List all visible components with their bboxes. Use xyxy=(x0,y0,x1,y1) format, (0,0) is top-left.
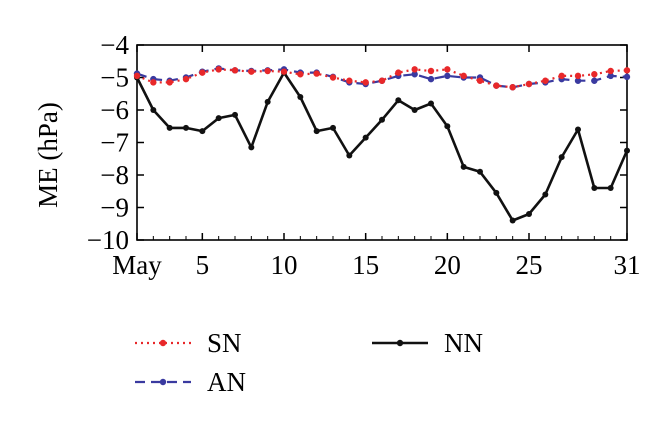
x-tick-label: 20 xyxy=(434,250,461,280)
y-tick-label: −6 xyxy=(100,95,129,125)
data-point-sn xyxy=(542,77,549,84)
data-point-sn xyxy=(427,67,435,75)
data-point-nn xyxy=(607,185,614,191)
data-point-nn xyxy=(575,126,581,133)
data-point-sn xyxy=(493,82,500,89)
y-axis-label: ME (hPa) xyxy=(33,102,63,208)
data-point-sn xyxy=(558,72,565,80)
series-line-nn xyxy=(135,71,629,222)
data-point-sn xyxy=(591,71,598,78)
data-point-an xyxy=(411,71,418,78)
data-point-sn xyxy=(264,67,271,75)
data-point-sn xyxy=(411,66,418,73)
data-point-nn xyxy=(460,163,467,170)
data-point-nn xyxy=(362,134,369,141)
data-point-nn xyxy=(346,152,353,159)
x-tick-label: 25 xyxy=(516,250,543,280)
data-point-sn xyxy=(623,67,631,74)
data-point-nn xyxy=(526,211,532,217)
data-point-nn xyxy=(428,100,434,107)
data-point-sn xyxy=(444,66,451,73)
data-point-sn xyxy=(509,84,516,91)
x-tick-label: 10 xyxy=(271,250,298,280)
data-point-nn xyxy=(591,185,598,191)
data-point-sn xyxy=(574,72,582,80)
data-point-an xyxy=(607,72,614,80)
x-tick-label: 15 xyxy=(352,250,379,280)
data-point-nn xyxy=(297,94,304,100)
data-point-nn xyxy=(493,189,500,196)
data-point-nn xyxy=(624,147,630,154)
data-point-sn xyxy=(280,68,288,75)
data-point-sn xyxy=(182,75,190,83)
data-point-sn xyxy=(248,68,255,75)
data-point-nn xyxy=(232,111,238,118)
x-tick-label: 5 xyxy=(196,250,210,280)
y-tick-label: −8 xyxy=(100,160,129,190)
y-tick-label: −9 xyxy=(100,193,129,223)
data-point-nn xyxy=(395,97,402,104)
data-point-nn xyxy=(411,107,418,113)
y-tick-label: −5 xyxy=(100,63,129,93)
data-point-sn xyxy=(199,69,206,76)
data-point-sn xyxy=(215,66,222,73)
data-point-an xyxy=(427,75,435,83)
data-point-nn xyxy=(166,124,173,131)
data-point-nn xyxy=(248,144,255,151)
plot-frame xyxy=(136,44,628,241)
data-point-sn xyxy=(346,77,353,84)
data-point-nn xyxy=(558,154,565,161)
data-point-nn xyxy=(264,98,271,105)
data-point-an xyxy=(574,77,582,84)
legend-label-nn: NN xyxy=(444,328,483,358)
data-point-nn xyxy=(379,116,385,123)
y-tick-label: −10 xyxy=(87,225,129,255)
data-point-sn xyxy=(166,79,173,86)
legend: SN AN NN xyxy=(135,328,483,397)
data-point-an xyxy=(444,72,451,80)
data-point-sn xyxy=(607,67,614,75)
x-tick-label: 31 xyxy=(614,250,641,280)
data-point-nn xyxy=(509,217,516,224)
data-point-sn xyxy=(378,77,386,84)
data-point-sn xyxy=(133,72,141,80)
x-tick-label: May xyxy=(112,250,162,280)
data-point-sn xyxy=(297,71,304,78)
legend-marker-sn xyxy=(159,339,167,347)
legend-marker-an xyxy=(159,378,167,386)
data-point-sn xyxy=(476,77,484,84)
data-point-sn xyxy=(150,79,157,86)
data-point-an xyxy=(591,77,598,84)
y-tick-label: −7 xyxy=(100,128,129,158)
data-point-nn xyxy=(444,123,451,130)
data-point-nn xyxy=(215,115,222,122)
data-point-nn xyxy=(150,107,157,113)
data-point-sn xyxy=(362,79,369,86)
data-point-nn xyxy=(183,124,189,131)
data-point-sn xyxy=(460,72,467,80)
data-point-nn xyxy=(542,191,549,198)
data-point-sn xyxy=(313,70,320,77)
data-point-sn xyxy=(329,74,337,81)
legend-label-sn: SN xyxy=(207,328,242,358)
legend-label-an: AN xyxy=(207,367,246,397)
data-point-nn xyxy=(477,168,483,175)
data-point-sn xyxy=(525,80,533,88)
data-point-an xyxy=(623,73,631,81)
data-point-nn xyxy=(313,128,320,135)
data-point-nn xyxy=(199,128,206,135)
y-tick-label: −4 xyxy=(100,30,129,60)
data-point-nn xyxy=(330,124,336,131)
legend-marker-nn xyxy=(396,339,404,347)
data-point-sn xyxy=(231,67,239,74)
data-point-sn xyxy=(395,69,402,76)
